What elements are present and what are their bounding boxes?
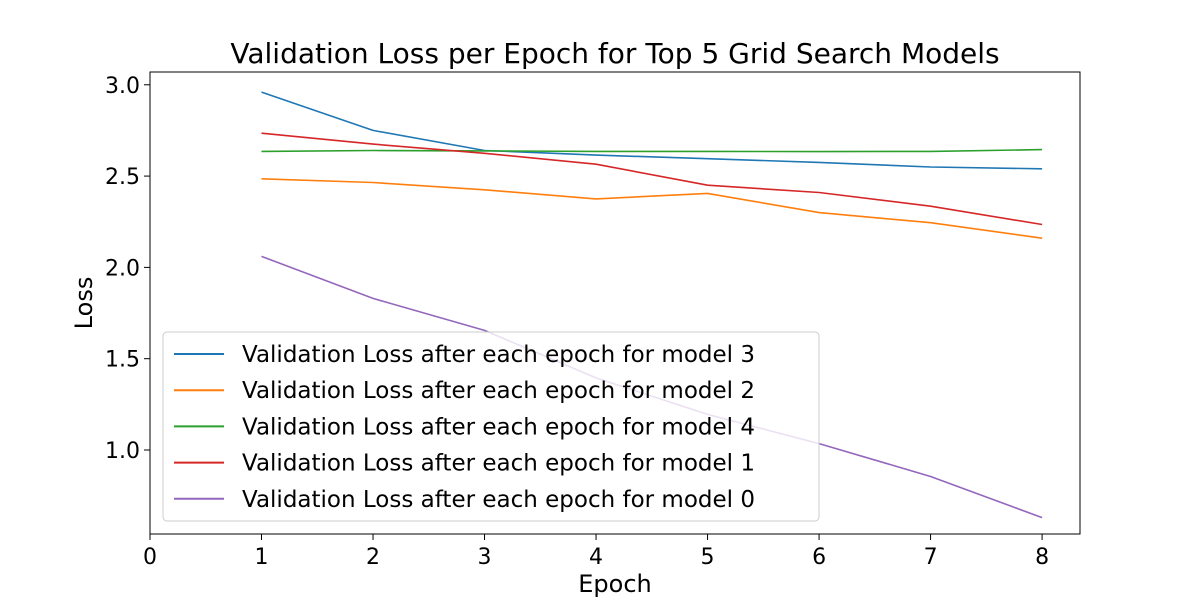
x-tick-label: 5 [701, 545, 715, 570]
y-tick-label: 1.5 [105, 348, 140, 373]
legend-label-0: Validation Loss after each epoch for mod… [242, 342, 755, 368]
legend-label-4: Validation Loss after each epoch for mod… [242, 487, 755, 513]
legend-box [162, 331, 820, 522]
y-tick-label: 1.0 [105, 439, 140, 464]
x-tick-label: 6 [812, 545, 826, 570]
x-tick-label: 1 [255, 545, 269, 570]
x-tick-label: 4 [589, 545, 603, 570]
legend-label-3: Validation Loss after each epoch for mod… [242, 451, 755, 477]
chart-title: Validation Loss per Epoch for Top 5 Grid… [230, 37, 999, 70]
y-axis-label: Loss [70, 277, 98, 330]
legend-label-2: Validation Loss after each epoch for mod… [242, 414, 755, 440]
x-axis: 0 1 2 3 4 5 6 7 8 [143, 534, 1049, 570]
y-tick-label: 2.0 [105, 256, 140, 281]
series-line-1 [261, 178, 1043, 239]
series-line-0 [261, 91, 1043, 170]
series-line-2 [261, 148, 1043, 153]
x-tick-label: 7 [924, 545, 938, 570]
y-tick-label: 2.5 [105, 165, 140, 190]
series-line-3 [261, 132, 1043, 226]
x-tick-label: 2 [366, 545, 380, 570]
x-tick-label: 8 [1035, 545, 1049, 570]
legend: Validation Loss after each epoch for mod… [162, 331, 820, 522]
legend-label-1: Validation Loss after each epoch for mod… [242, 378, 755, 404]
y-axis: 1.0 1.5 2.0 2.5 3.0 [105, 74, 150, 464]
plot-frame [149, 71, 1081, 535]
x-tick-label: 0 [143, 545, 157, 570]
x-tick-label: 3 [478, 545, 492, 570]
x-axis-label: Epoch [578, 570, 652, 598]
y-tick-label: 3.0 [105, 74, 140, 99]
